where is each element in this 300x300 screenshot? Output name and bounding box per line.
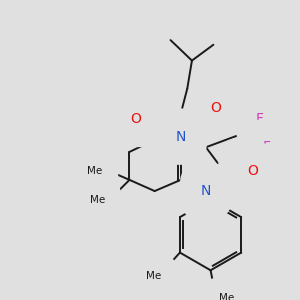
Text: O: O	[210, 101, 221, 115]
Text: Me: Me	[87, 166, 103, 176]
Text: F: F	[262, 140, 271, 154]
Text: F: F	[239, 159, 247, 173]
Text: N: N	[176, 130, 186, 144]
Text: N: N	[201, 184, 211, 198]
Text: O: O	[130, 112, 142, 126]
Text: F: F	[256, 112, 264, 126]
Text: O: O	[247, 164, 258, 178]
Text: H: H	[164, 128, 174, 142]
Text: Me: Me	[146, 271, 161, 281]
Text: Me: Me	[90, 195, 105, 206]
Text: Me: Me	[219, 293, 234, 300]
